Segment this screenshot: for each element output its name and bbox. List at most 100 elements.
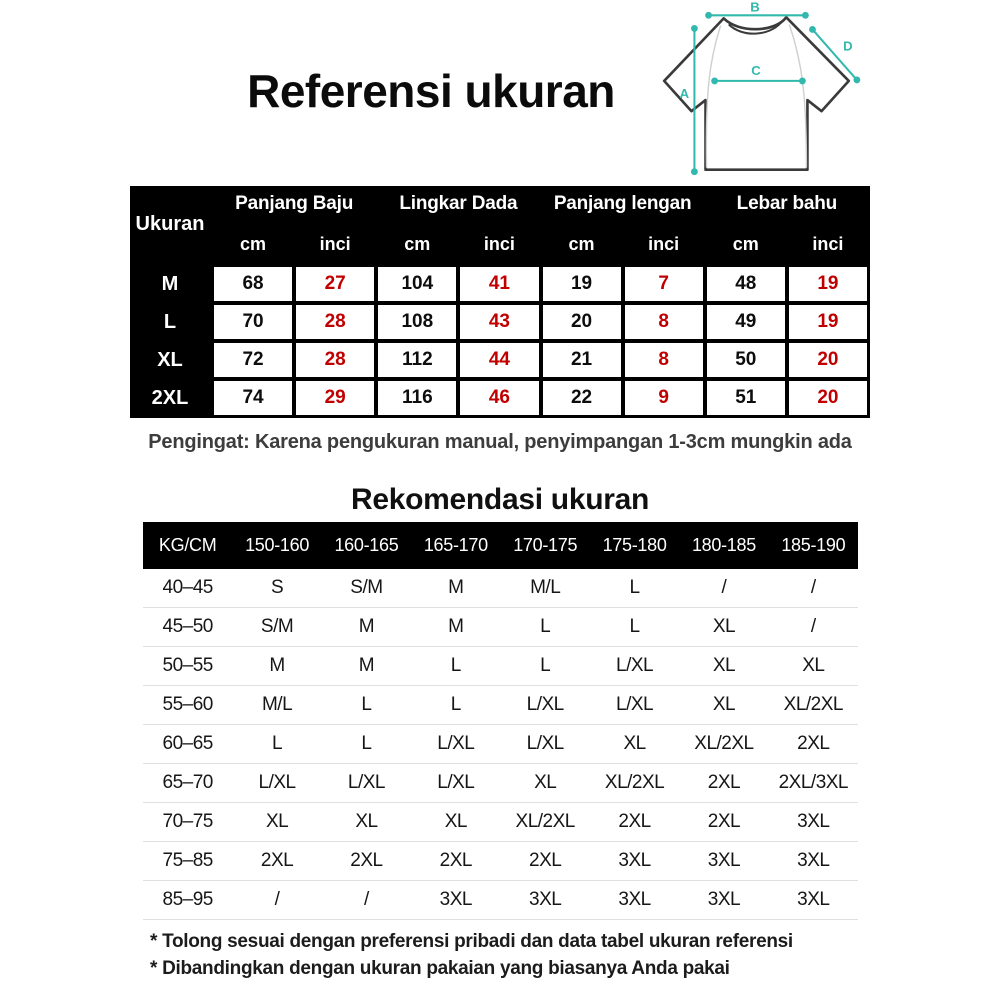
size-table-corner-label: Ukuran (130, 186, 210, 263)
recommendation-row: 40–45 S S/M M M/L L / / (143, 569, 858, 608)
recommended-size-cell: / (364, 889, 369, 910)
diagram-label-c: C (751, 63, 761, 78)
page-title: Referensi ukuran (247, 65, 615, 117)
size-value-cm: 50 (706, 343, 785, 377)
size-value-inci: 28 (296, 343, 375, 377)
size-value-cm: 19 (542, 267, 621, 301)
recommended-size-cell: L/XL (258, 772, 297, 793)
weight-range-cell: 55–60 (162, 694, 214, 715)
size-value-inci: 41 (460, 267, 539, 301)
header-180-185: 180-185 (691, 535, 756, 555)
column-group-panjang-baju: Panjang Baju (214, 186, 375, 222)
recommended-size-cell: XL (444, 811, 468, 832)
header-185-190: 185-190 (781, 535, 846, 555)
recommendation-row: 75–85 2XL 2XL 2XL 2XL 3XL 3XL 3XL (143, 842, 858, 881)
recommendation-row: 60–65 L L L/XL L/XL XL XL/2XL 2XL (143, 725, 858, 764)
recommended-size-cell: L/XL (526, 694, 565, 715)
recommended-size-cell: L/XL (616, 655, 654, 676)
measure-line-sleeve (811, 28, 858, 81)
size-value-inci: 8 (624, 305, 703, 339)
recommended-size-cell: XL/2XL (515, 811, 576, 832)
size-label: 2XL (130, 381, 210, 415)
size-value-inci: 29 (296, 381, 375, 415)
recommended-size-cell: L/XL (616, 694, 654, 715)
column-group-panjang-lengan: Panjang lengan (542, 186, 703, 222)
size-value-cm: 20 (542, 305, 621, 339)
recommended-size-cell: 3XL (797, 811, 830, 832)
size-value-inci: 46 (460, 381, 539, 415)
recommended-size-cell: 2XL (707, 811, 741, 832)
recommended-size-cell: L/XL (526, 733, 565, 754)
diagram-label-b: B (750, 0, 759, 14)
size-value-inci: 9 (624, 381, 703, 415)
size-value-inci: 28 (296, 305, 375, 339)
column-group-lingkar-dada: Lingkar Dada (378, 186, 539, 222)
column-group-lebar-bahu: Lebar bahu (706, 186, 867, 222)
recommended-size-cell: L (361, 694, 372, 715)
recommended-size-cell: M/L (530, 577, 561, 598)
size-label: XL (130, 343, 210, 377)
recommended-size-cell: 2XL (618, 811, 651, 832)
unit-header-inci: inci (788, 226, 867, 263)
unit-header-cm: cm (706, 226, 785, 263)
size-value-inci: 27 (296, 267, 375, 301)
recommended-size-cell: 2XL (260, 850, 294, 871)
recommendation-table: KG/CM 150-160 160-165 165-170 170-175 17… (143, 522, 858, 920)
recommended-size-cell: / (274, 889, 280, 910)
recommendation-table-body: 40–45 S S/M M M/L L //45–50 S/M M M L L XL/50–55 M M L L… (143, 569, 858, 920)
size-value-inci: 19 (788, 305, 867, 339)
recommended-size-cell: XL (712, 655, 736, 676)
weight-range-cell: 45–50 (162, 616, 214, 637)
size-value-cm: 48 (706, 267, 785, 301)
recommended-size-cell: / (721, 577, 727, 598)
weight-range-cell: 60–65 (162, 733, 214, 754)
size-value-cm: 51 (706, 381, 785, 415)
recommended-size-cell: M (448, 577, 464, 598)
size-value-cm: 72 (214, 343, 293, 377)
recommended-size-cell: 3XL (707, 850, 741, 871)
recommended-size-cell: M/L (261, 694, 293, 715)
recommended-size-cell: 2XL/3XL (778, 772, 849, 793)
unit-header-inci: inci (296, 226, 375, 263)
size-value-cm: 70 (214, 305, 293, 339)
size-value-cm: 74 (214, 381, 293, 415)
header-175-180: 175-180 (602, 535, 667, 555)
weight-range-cell: 40–45 (162, 577, 214, 598)
recommended-size-cell: M (269, 655, 285, 676)
size-value-cm: 49 (706, 305, 785, 339)
recommended-size-cell: S/M (260, 616, 294, 637)
recommended-size-cell: 3XL (797, 850, 830, 871)
header-165-170: 165-170 (423, 535, 488, 555)
tshirt-left-seam (705, 25, 722, 168)
size-value-cm: 68 (214, 267, 293, 301)
recommended-size-cell: XL (712, 694, 736, 715)
recommended-size-cell: XL (265, 811, 289, 832)
unit-header-cm: cm (378, 226, 457, 263)
recommended-size-cell: L (540, 655, 551, 676)
recommendation-row: 45–50 S/M M M L L XL / (143, 608, 858, 647)
tshirt-collar (728, 21, 782, 35)
recommended-size-cell: XL (355, 811, 378, 832)
unit-header-inci: inci (460, 226, 539, 263)
measurement-note: Pengingat: Karena pengukuran manual, pen… (148, 431, 852, 453)
recommendation-row: 85–95 / / 3XL 3XL 3XL 3XL 3XL (143, 881, 858, 920)
recommendation-row: 70–75 XL XL XL XL/2XL 2XL 2XL 3XL (143, 803, 858, 842)
size-value-cm: 104 (378, 267, 457, 301)
recommended-size-cell: L/XL (437, 733, 475, 754)
unit-header-inci: inci (624, 226, 703, 263)
recommended-size-cell: S (270, 577, 284, 598)
size-value-inci: 8 (624, 343, 703, 377)
size-value-inci: 44 (460, 343, 539, 377)
unit-header-cm: cm (542, 226, 621, 263)
recommended-size-cell: XL/2XL (783, 694, 844, 715)
recommended-size-cell: XL (712, 616, 736, 637)
recommended-size-cell: M (358, 616, 375, 637)
header-150-160: 150-160 (245, 535, 310, 555)
size-label: M (130, 267, 210, 301)
recommended-size-cell: L/XL (437, 772, 475, 793)
footnote-2: * Dibandingkan dengan ukuran pakaian yan… (150, 958, 730, 979)
header-170-175: 170-175 (513, 535, 578, 555)
recommended-size-cell: 2XL (797, 733, 830, 754)
weight-range-cell: 65–70 (162, 772, 214, 793)
recommended-size-cell: / (810, 616, 816, 637)
